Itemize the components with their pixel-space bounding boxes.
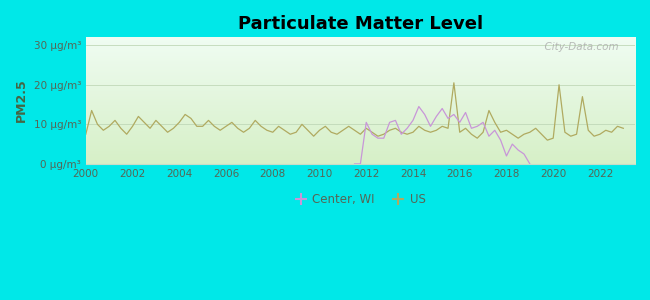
Text: City-Data.com: City-Data.com	[538, 42, 619, 52]
Title: Particulate Matter Level: Particulate Matter Level	[238, 15, 483, 33]
Legend: Center, WI, US: Center, WI, US	[290, 189, 431, 211]
Y-axis label: PM2.5: PM2.5	[15, 79, 28, 122]
